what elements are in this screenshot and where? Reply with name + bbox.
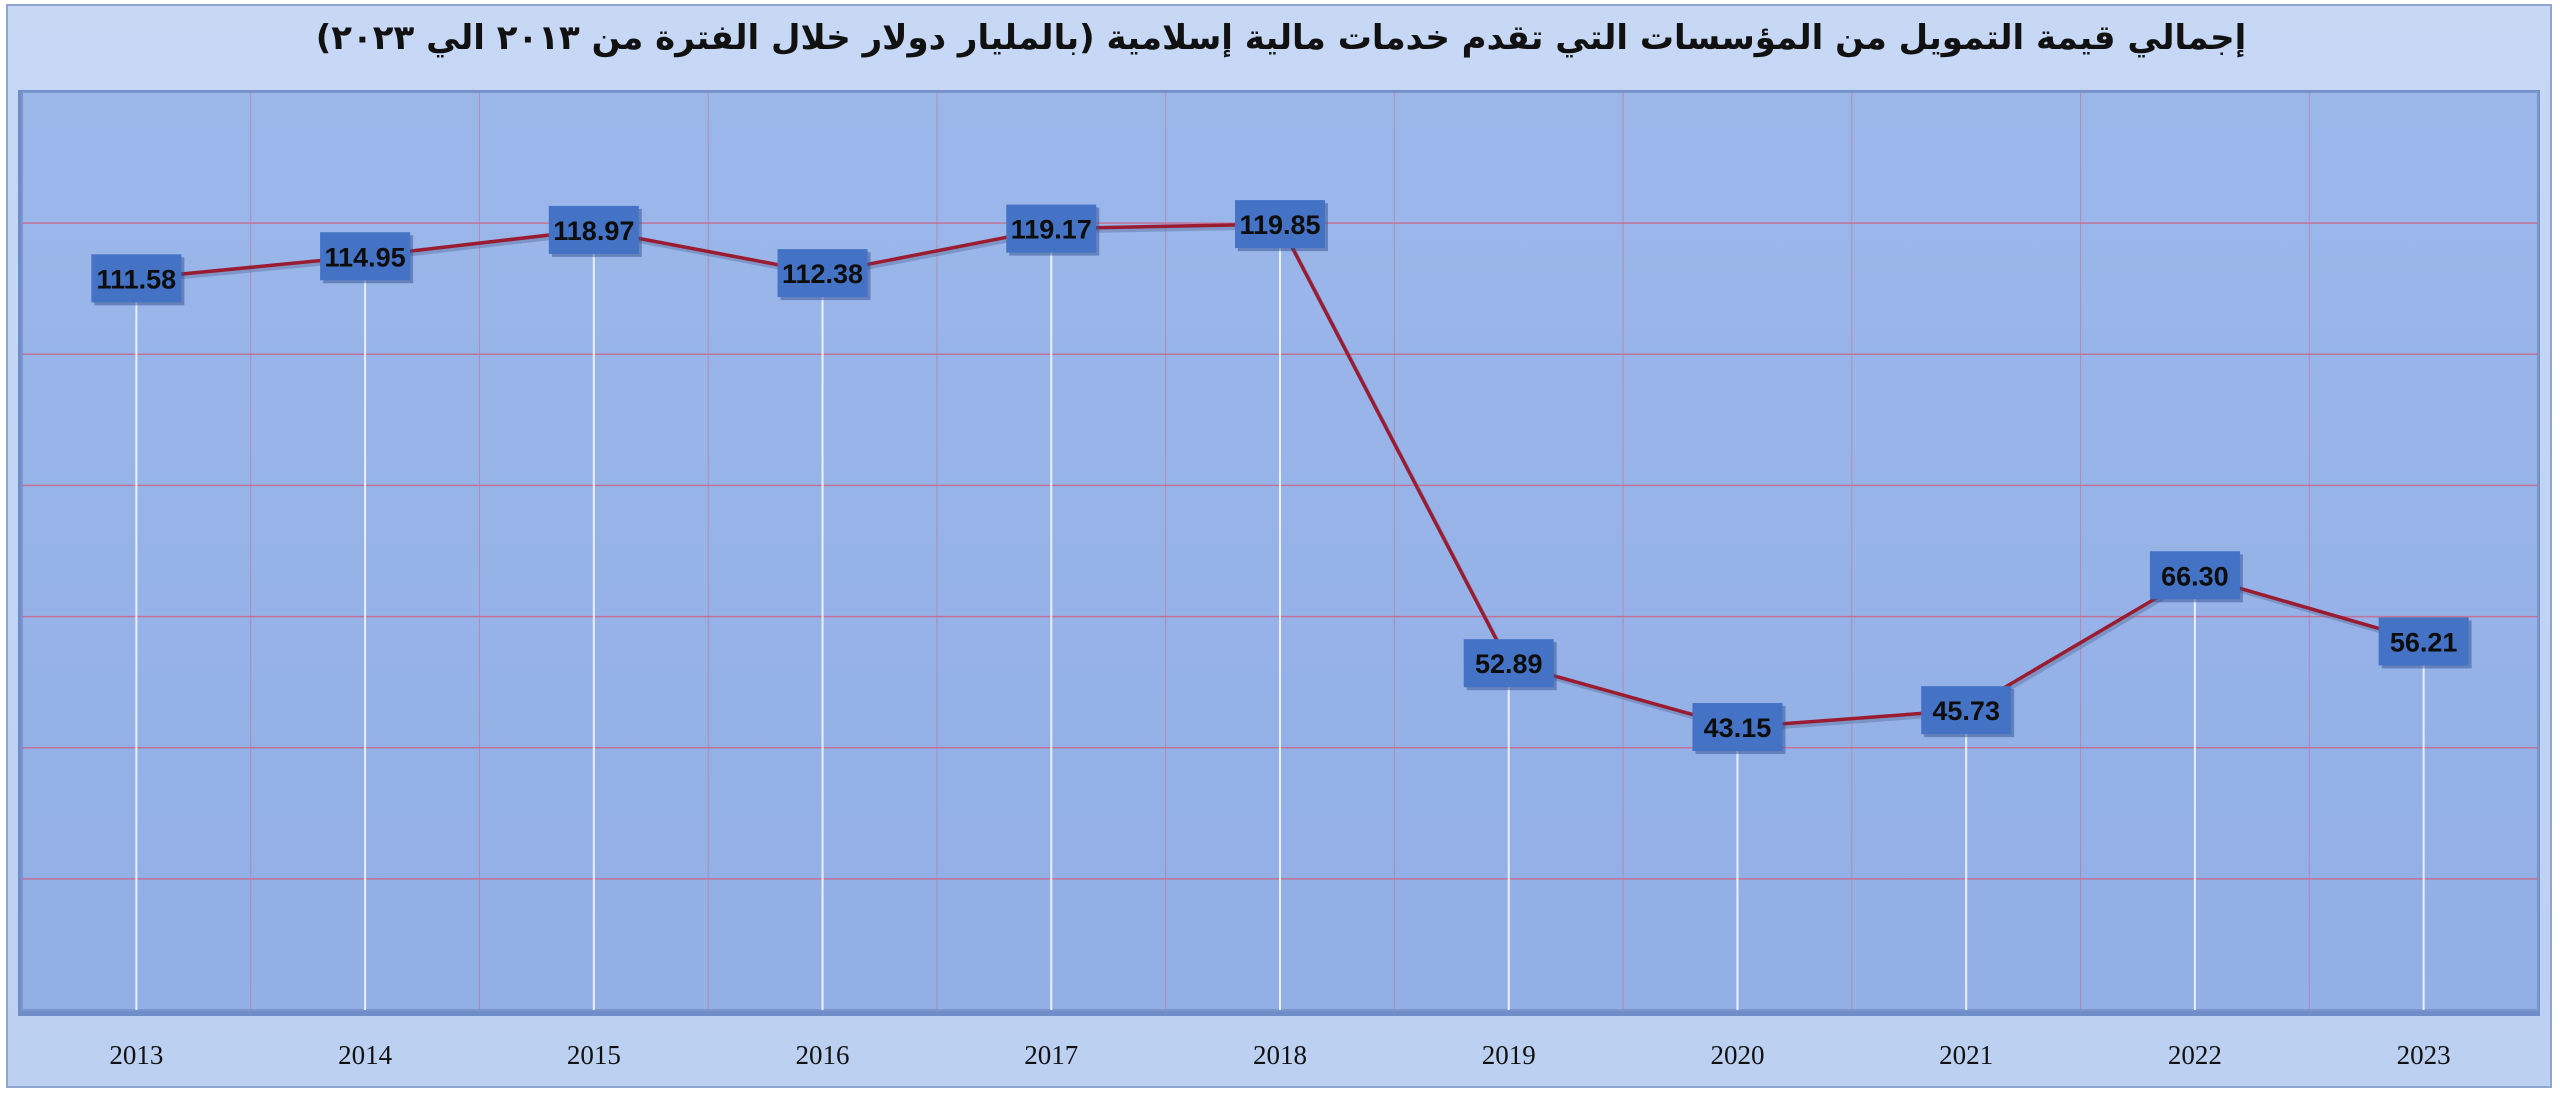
drop-lines bbox=[135, 224, 2425, 1010]
data-label-box bbox=[1463, 639, 1554, 688]
x-tick-label-2017: 2017 bbox=[1024, 1040, 1078, 1070]
data-label-value: 66.30 bbox=[2161, 561, 2229, 591]
data-label-2013: 111.58 bbox=[91, 254, 185, 306]
data-label-value: 119.85 bbox=[1239, 210, 1320, 240]
data-label-value: 45.73 bbox=[1932, 696, 2000, 726]
x-tick-label-2014: 2014 bbox=[338, 1040, 393, 1070]
data-label-value: 118.97 bbox=[553, 216, 634, 246]
data-label-value: 111.58 bbox=[97, 264, 177, 294]
chart-title: إجمالي قيمة التمويل من المؤسسات التي تقد… bbox=[315, 18, 2247, 58]
data-label-box bbox=[1692, 703, 1783, 752]
data-label-value: 114.95 bbox=[325, 242, 406, 272]
data-label-2017: 119.17 bbox=[1006, 204, 1100, 256]
data-label-value: 119.17 bbox=[1011, 215, 1092, 245]
x-tick-label-2023: 2023 bbox=[2397, 1040, 2451, 1070]
chart-svg: 111.58 114.95 118.97 112.38 119.17 119.85 52.8… bbox=[18, 90, 2540, 1070]
x-tick-label-2020: 2020 bbox=[1710, 1040, 1764, 1070]
data-label-value: 52.89 bbox=[1475, 649, 1543, 679]
data-label-box bbox=[2378, 617, 2469, 666]
data-label-2022: 66.30 bbox=[2149, 551, 2243, 603]
data-label-box bbox=[548, 205, 639, 254]
data-label-value: 56.21 bbox=[2390, 627, 2458, 657]
data-label-2018: 119.85 bbox=[1235, 200, 1328, 252]
data-label-2019: 52.89 bbox=[1463, 639, 1557, 691]
x-tick-label-2022: 2022 bbox=[2168, 1040, 2222, 1070]
data-label-box bbox=[777, 249, 868, 298]
data-labels: 111.58 114.95 118.97 112.38 119.17 119.85 52.8… bbox=[91, 200, 2472, 755]
data-label-2023: 56.21 bbox=[2378, 617, 2472, 669]
data-label-box bbox=[1921, 686, 2012, 735]
data-label-2016: 112.38 bbox=[777, 249, 871, 301]
x-tick-label-2016: 2016 bbox=[796, 1040, 850, 1070]
data-label-box bbox=[2149, 551, 2240, 600]
x-tick-label-2013: 2013 bbox=[109, 1040, 163, 1070]
data-label-2020: 43.15 bbox=[1692, 703, 1786, 755]
x-tick-label-2018: 2018 bbox=[1253, 1040, 1307, 1070]
data-label-box bbox=[320, 232, 411, 281]
x-tick-label-2015: 2015 bbox=[567, 1040, 621, 1070]
data-label-2014: 114.95 bbox=[320, 232, 414, 284]
data-label-box bbox=[1235, 200, 1325, 249]
data-label-box bbox=[91, 254, 182, 303]
x-axis-ticks: 2013 2014 2015 2016 2017 2018 2019 2020 2021 2022… bbox=[109, 1040, 2450, 1070]
data-label-box bbox=[1006, 204, 1097, 253]
data-label-2015: 118.97 bbox=[548, 205, 642, 257]
chart-frame: إجمالي قيمة التمويل من المؤسسات التي تقد… bbox=[6, 4, 2552, 1088]
data-label-value: 112.38 bbox=[782, 259, 863, 289]
x-tick-label-2019: 2019 bbox=[1482, 1040, 1536, 1070]
x-tick-label-2021: 2021 bbox=[1939, 1040, 1993, 1070]
data-label-value: 43.15 bbox=[1704, 713, 1772, 743]
data-label-2021: 45.73 bbox=[1921, 686, 2015, 738]
